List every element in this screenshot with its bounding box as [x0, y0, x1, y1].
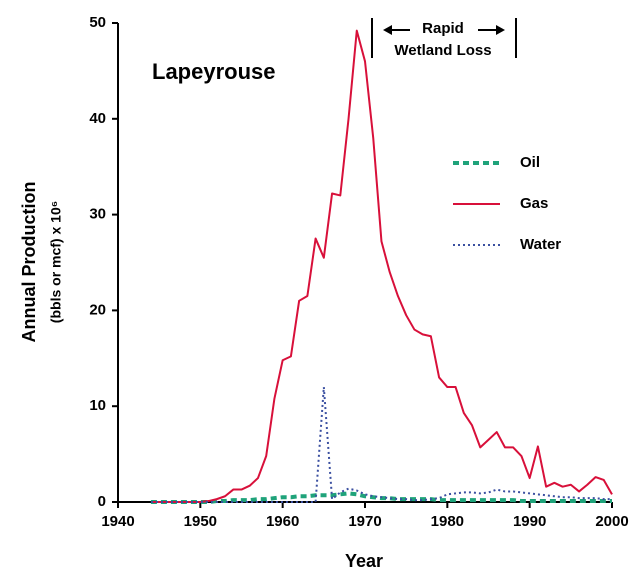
x-tick-label: 1940 [101, 513, 134, 530]
x-axis-label: Year [345, 551, 383, 571]
annotation: Rapid [422, 20, 464, 37]
x-tick-label: 1990 [513, 513, 546, 530]
y-axis-sublabel: (bbls or mcf) x 10⁶ [48, 201, 64, 323]
x-tick-label: 1960 [266, 513, 299, 530]
y-tick-label: 20 [89, 301, 106, 318]
series-line [150, 386, 612, 503]
y-tick-label: 40 [89, 110, 106, 127]
y-tick-label: 0 [98, 493, 106, 510]
y-axis-label: Annual Production [19, 182, 39, 343]
x-tick-label: 2000 [595, 513, 628, 530]
annotation: Wetland Loss [394, 42, 491, 59]
y-tick-label: 30 [89, 206, 106, 223]
annotation-bracket [371, 18, 517, 58]
legend-label: Gas [520, 195, 548, 212]
legend-label: Water [520, 236, 561, 253]
x-tick-label: 1980 [431, 513, 464, 530]
x-tick-label: 1950 [184, 513, 217, 530]
y-tick-label: 10 [89, 397, 106, 414]
legend-label: Oil [520, 154, 540, 171]
series-line [150, 29, 613, 503]
chart-title: Lapeyrouse [152, 59, 276, 84]
y-tick-label: 50 [89, 14, 106, 31]
x-tick-label: 1970 [348, 513, 381, 530]
